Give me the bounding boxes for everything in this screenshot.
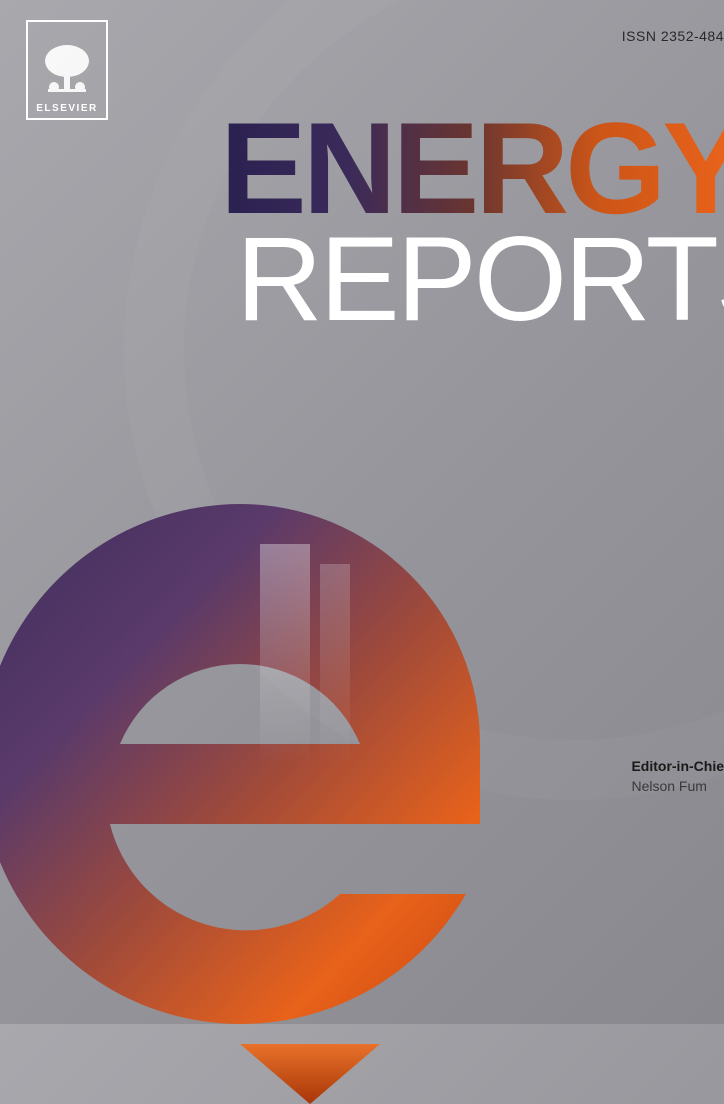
- editor-name: Nelson Fum: [631, 778, 724, 794]
- title-line-energy: ENERGY: [220, 115, 724, 222]
- editor-block: Editor-in-Chie Nelson Fum: [631, 758, 724, 794]
- publisher-name: ELSEVIER: [36, 103, 97, 114]
- issn-label: ISSN 2352-484: [622, 28, 724, 44]
- publisher-logo: ELSEVIER: [26, 20, 108, 120]
- title-line-reports: REPORTS: [236, 222, 724, 336]
- e-logo-icon: [0, 484, 520, 1104]
- editor-in-chief-label: Editor-in-Chie: [631, 758, 724, 774]
- elsevier-tree-icon: [40, 43, 94, 97]
- journal-title: ENERGY REPORTS: [220, 115, 724, 336]
